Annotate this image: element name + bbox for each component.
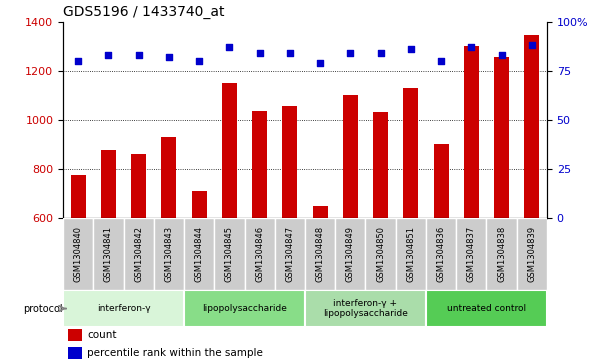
Bar [245, 218, 275, 290]
Point [346, 50, 355, 56]
Text: GSM1304850: GSM1304850 [376, 226, 385, 282]
Text: GSM1304851: GSM1304851 [406, 226, 415, 282]
Point [134, 52, 144, 58]
Bar [313, 205, 328, 218]
Bar [486, 218, 517, 290]
Bar [275, 218, 305, 290]
Bar [517, 218, 547, 290]
Point [73, 58, 83, 64]
Bar [433, 144, 448, 218]
Text: GSM1304839: GSM1304839 [527, 226, 536, 282]
Bar [93, 218, 124, 290]
Text: lipopolysaccharide: lipopolysaccharide [202, 304, 287, 313]
Bar [154, 218, 184, 290]
Point [316, 60, 325, 66]
Text: count: count [87, 330, 117, 340]
Bar [524, 35, 539, 218]
Point [436, 58, 446, 64]
Bar [131, 154, 146, 218]
Bar [68, 347, 82, 359]
Text: GSM1304844: GSM1304844 [195, 226, 204, 282]
Point [376, 50, 385, 56]
Bar [343, 95, 358, 218]
Text: GSM1304838: GSM1304838 [497, 226, 506, 282]
Text: GSM1304846: GSM1304846 [255, 226, 264, 282]
Bar [456, 218, 486, 290]
Bar [68, 329, 82, 341]
Bar [215, 218, 245, 290]
Bar [426, 218, 456, 290]
Bar [222, 83, 237, 218]
Bar [305, 290, 426, 327]
Text: GSM1304841: GSM1304841 [104, 226, 113, 282]
Text: GSM1304842: GSM1304842 [134, 226, 143, 282]
Point [164, 54, 174, 60]
Point [527, 42, 537, 48]
Bar [305, 218, 335, 290]
Point [103, 52, 113, 58]
Bar [373, 113, 388, 218]
Text: GSM1304837: GSM1304837 [467, 226, 476, 282]
Bar [365, 218, 395, 290]
Text: GSM1304849: GSM1304849 [346, 226, 355, 282]
Bar [71, 175, 86, 218]
Bar [184, 290, 305, 327]
Point [497, 52, 507, 58]
Point [194, 58, 204, 64]
Point [466, 44, 476, 50]
Text: percentile rank within the sample: percentile rank within the sample [87, 348, 263, 358]
Bar [252, 111, 267, 218]
Bar [282, 106, 297, 218]
Point [225, 44, 234, 50]
Bar [464, 46, 479, 218]
Point [285, 50, 294, 56]
Text: protocol: protocol [23, 303, 63, 314]
Bar [184, 218, 215, 290]
Bar [426, 290, 547, 327]
Text: GSM1304836: GSM1304836 [436, 226, 445, 282]
Bar [101, 150, 116, 218]
Text: interferon-γ +
lipopolysaccharide: interferon-γ + lipopolysaccharide [323, 299, 408, 318]
Bar [162, 137, 177, 218]
Text: untreated control: untreated control [447, 304, 526, 313]
Text: GDS5196 / 1433740_at: GDS5196 / 1433740_at [63, 5, 225, 19]
Bar [335, 218, 365, 290]
Text: GSM1304840: GSM1304840 [74, 226, 83, 282]
Point [255, 50, 264, 56]
Bar [63, 290, 184, 327]
Bar [124, 218, 154, 290]
Point [406, 46, 416, 52]
Bar [63, 218, 93, 290]
Text: GSM1304848: GSM1304848 [316, 226, 325, 282]
Text: GSM1304845: GSM1304845 [225, 226, 234, 282]
Bar [395, 218, 426, 290]
Bar [192, 191, 207, 218]
Text: GSM1304847: GSM1304847 [285, 226, 294, 282]
Text: interferon-γ: interferon-γ [97, 304, 150, 313]
Bar [494, 57, 509, 218]
Text: GSM1304843: GSM1304843 [165, 226, 174, 282]
Bar [403, 88, 418, 218]
